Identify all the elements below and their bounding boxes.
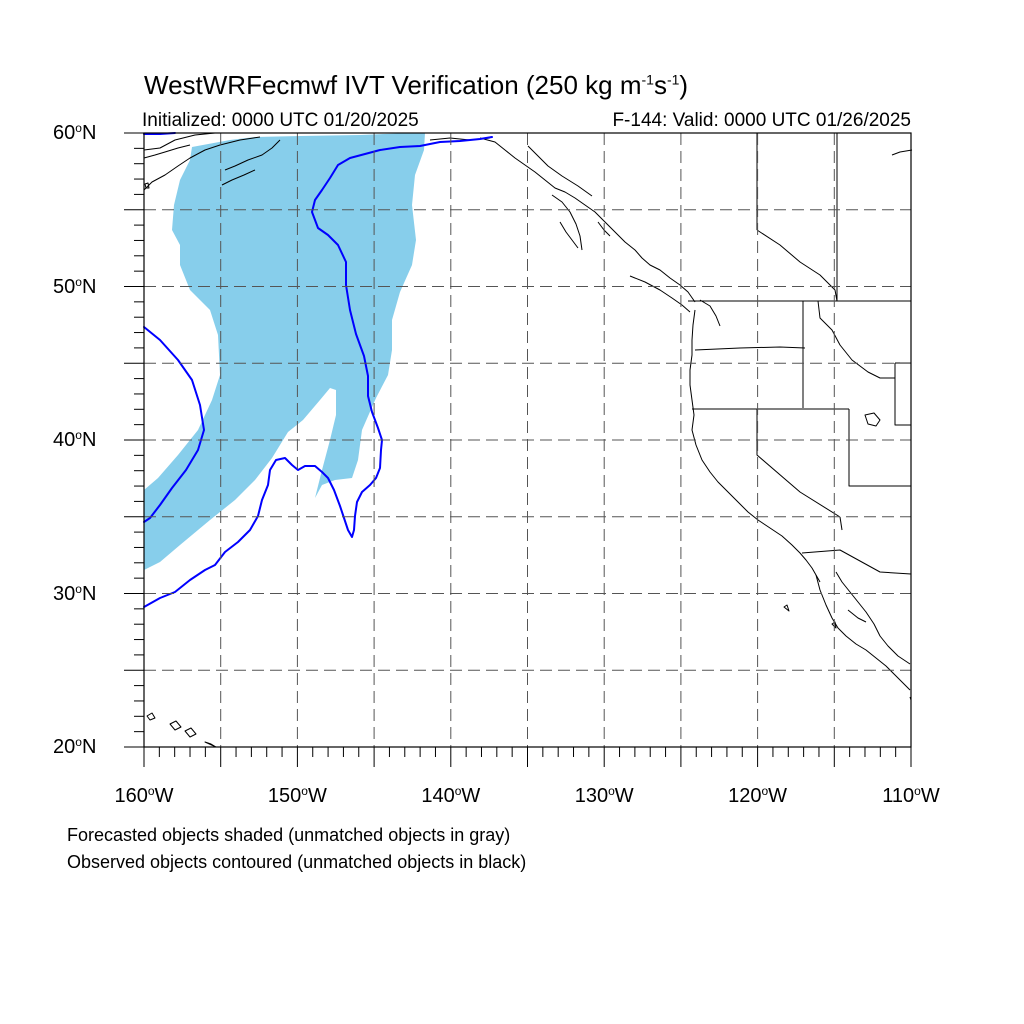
lon-label: 150oW bbox=[267, 784, 327, 807]
lon-label: 140oW bbox=[421, 784, 481, 807]
coastline-segment bbox=[551, 194, 583, 251]
coastline-segment bbox=[689, 309, 821, 583]
coastline-segment bbox=[221, 169, 256, 186]
coastline-segment bbox=[143, 144, 191, 159]
coastline-segment bbox=[817, 300, 895, 379]
coastline-segment bbox=[894, 363, 911, 426]
forecast-fill-main bbox=[144, 133, 425, 570]
coastline-segment bbox=[224, 139, 281, 171]
coastline-segment bbox=[694, 346, 806, 351]
island bbox=[783, 604, 790, 612]
island bbox=[146, 712, 156, 721]
island bbox=[184, 727, 197, 738]
lat-label: 30oN bbox=[53, 581, 97, 605]
axis-ticks bbox=[124, 132, 912, 767]
coastline-segment bbox=[801, 549, 912, 575]
valid-time-label: F-144: Valid: 0000 UTC 01/26/2025 bbox=[612, 110, 911, 131]
lat-label: 50oN bbox=[53, 274, 97, 298]
coastline-segment bbox=[756, 409, 841, 518]
coastline-segment bbox=[479, 137, 696, 303]
lon-label: 130oW bbox=[574, 784, 634, 807]
coastline-segment bbox=[848, 409, 911, 487]
observed-note: Observed objects contoured (unmatched ob… bbox=[67, 852, 527, 872]
coastlines-borders bbox=[143, 132, 913, 748]
lon-label: 110oW bbox=[882, 784, 940, 807]
coastline-segment bbox=[559, 221, 579, 249]
lat-label: 40oN bbox=[53, 428, 97, 451]
coastline-segment bbox=[891, 149, 913, 156]
forecast-note: Forecasted objects shaded (unmatched obj… bbox=[67, 825, 511, 845]
lon-label: 160oW bbox=[114, 784, 174, 807]
coastline-segment bbox=[527, 145, 593, 197]
island bbox=[864, 412, 881, 427]
island bbox=[204, 741, 217, 748]
coastline-segment bbox=[143, 136, 261, 191]
coastline-segment bbox=[815, 574, 911, 691]
observed-contour-main bbox=[143, 136, 493, 608]
graticule bbox=[144, 133, 911, 747]
map-title: WestWRFecmwf IVT Verification (250 kg m-… bbox=[144, 70, 689, 100]
island bbox=[144, 182, 150, 189]
coastline-segment bbox=[835, 571, 911, 665]
coastline-segment bbox=[143, 132, 216, 151]
lat-label: 20oN bbox=[53, 735, 97, 758]
coastline-segment bbox=[629, 275, 691, 313]
coastline-segment bbox=[839, 516, 843, 531]
forecast-object-fill bbox=[144, 133, 425, 570]
lon-label: 120oW bbox=[728, 784, 788, 807]
coastline-segment bbox=[847, 609, 867, 623]
coastline-segment bbox=[756, 229, 838, 302]
plot-frame bbox=[143, 132, 912, 748]
lat-label: 60oN bbox=[53, 121, 97, 144]
island bbox=[169, 720, 182, 731]
coastline-segment bbox=[699, 299, 721, 327]
initialized-label: Initialized: 0000 UTC 01/20/2025 bbox=[142, 110, 419, 131]
